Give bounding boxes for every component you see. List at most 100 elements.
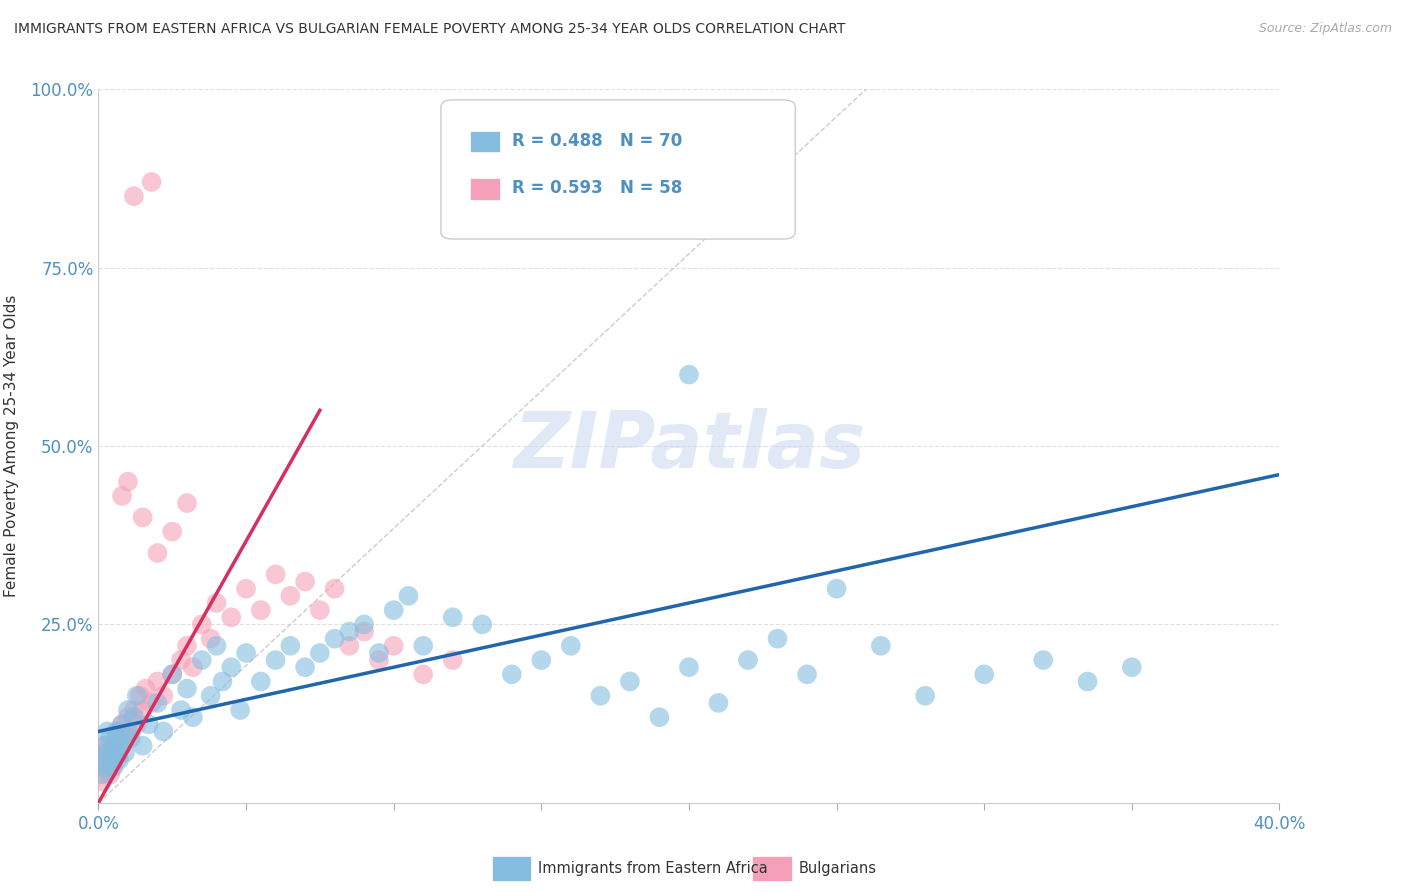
Point (120, 731, 142, 746)
Point (219, 660, 242, 674)
Point (382, 603, 405, 617)
Point (146, 696, 169, 710)
Point (278, 639, 302, 653)
Y-axis label: Female Poverty Among 25-34 Year Olds: Female Poverty Among 25-34 Year Olds (4, 295, 20, 597)
Point (152, 724, 174, 739)
Point (914, 689, 936, 703)
Point (737, 653, 759, 667)
Point (111, 739, 134, 753)
Point (111, 717, 134, 731)
Point (122, 189, 145, 203)
Point (337, 639, 360, 653)
Point (589, 689, 612, 703)
Point (122, 703, 145, 717)
Point (103, 760, 125, 774)
Point (337, 624, 360, 639)
Point (294, 660, 316, 674)
Point (93, 767, 115, 781)
Point (181, 660, 204, 674)
Text: Source: ZipAtlas.com: Source: ZipAtlas.com (1258, 22, 1392, 36)
Point (108, 746, 131, 760)
Point (176, 496, 198, 510)
Point (146, 546, 169, 560)
Point (294, 574, 316, 589)
Point (162, 524, 183, 539)
Point (825, 582, 848, 596)
Point (98, 767, 121, 781)
Point (122, 710, 145, 724)
Point (229, 703, 252, 717)
Point (117, 703, 139, 717)
Point (96, 746, 118, 760)
Point (120, 724, 142, 739)
Point (105, 746, 128, 760)
Point (1077, 674, 1099, 689)
Point (103, 739, 125, 753)
Point (98, 753, 121, 767)
Point (117, 710, 139, 724)
Point (105, 724, 128, 739)
Point (93, 739, 115, 753)
Point (235, 582, 257, 596)
Point (264, 653, 287, 667)
Point (264, 567, 287, 582)
Point (619, 674, 641, 689)
Point (117, 475, 139, 489)
Point (211, 674, 233, 689)
Point (368, 653, 391, 667)
Point (869, 639, 891, 653)
Point (114, 731, 136, 746)
Point (90, 753, 112, 767)
Point (125, 717, 148, 731)
Text: Bulgarians: Bulgarians (799, 862, 876, 876)
Point (96, 746, 118, 760)
Point (530, 653, 553, 667)
Point (93, 753, 115, 767)
Point (170, 653, 193, 667)
Bar (471, 178, 501, 200)
Point (353, 617, 375, 632)
Point (176, 639, 198, 653)
Point (132, 739, 155, 753)
Point (678, 368, 700, 382)
Text: IMMIGRANTS FROM EASTERN AFRICA VS BULGARIAN FEMALE POVERTY AMONG 25-34 YEAR OLDS: IMMIGRANTS FROM EASTERN AFRICA VS BULGAR… (14, 22, 845, 37)
Point (200, 632, 222, 646)
Point (111, 717, 134, 731)
Point (98, 753, 121, 767)
Point (250, 674, 273, 689)
Point (103, 760, 125, 774)
FancyBboxPatch shape (441, 100, 796, 239)
Point (162, 667, 183, 681)
Point (132, 510, 155, 524)
Text: R = 0.593   N = 58: R = 0.593 N = 58 (512, 179, 682, 197)
Point (191, 617, 214, 632)
Point (441, 610, 464, 624)
Point (191, 653, 214, 667)
Point (90, 746, 112, 760)
Point (93, 760, 115, 774)
Point (648, 710, 671, 724)
Point (796, 667, 818, 681)
Point (111, 489, 134, 503)
Point (96, 760, 118, 774)
Point (368, 646, 391, 660)
Point (105, 731, 128, 746)
Point (412, 639, 434, 653)
Point (353, 624, 375, 639)
Point (412, 667, 434, 681)
Point (678, 660, 700, 674)
Point (309, 603, 332, 617)
Point (560, 639, 582, 653)
Point (141, 696, 163, 710)
Point (766, 632, 789, 646)
Point (103, 739, 125, 753)
Point (181, 710, 204, 724)
Point (135, 681, 157, 696)
Point (200, 689, 222, 703)
Point (250, 603, 273, 617)
Point (90, 774, 112, 789)
Point (219, 610, 242, 624)
Text: ZIPatlas: ZIPatlas (513, 408, 865, 484)
Point (138, 717, 160, 731)
Point (382, 639, 405, 653)
